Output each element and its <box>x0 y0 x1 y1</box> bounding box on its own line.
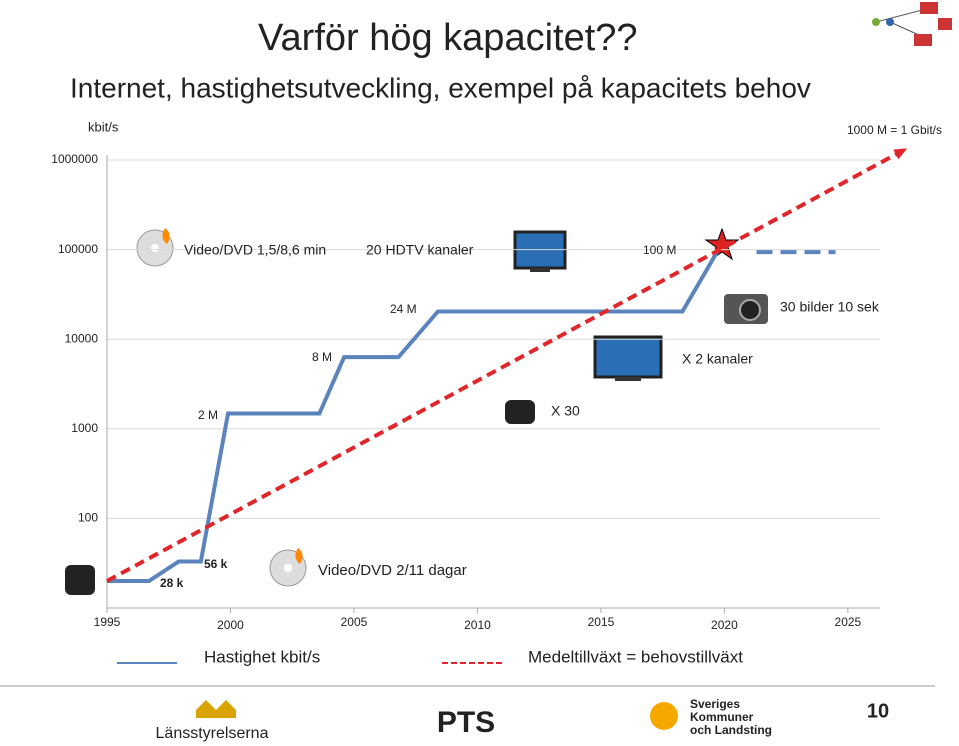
logo-text: Sveriges <box>690 697 740 711</box>
annotation: 56 k <box>204 557 228 571</box>
series-line <box>107 251 719 584</box>
logo-text: Länsstyrelserna <box>156 725 269 742</box>
annotation: 30 bilder 10 sek <box>780 299 880 315</box>
x-tick-label: 1995 <box>94 615 121 629</box>
x-tick-label: 2010 <box>464 618 491 632</box>
annotation: Video/DVD 1,5/8,6 min <box>184 242 326 258</box>
annotation: 100 M <box>643 243 676 257</box>
x-tick-label: 2025 <box>835 615 862 629</box>
y-tick-label: 100 <box>78 511 98 525</box>
slide-title: Varför hög kapacitet?? <box>258 17 638 59</box>
x-tick-label: 2015 <box>588 615 615 629</box>
annotation: 1000 M = 1 Gbit/s <box>847 123 942 137</box>
y-tick-label: 10000 <box>65 331 99 345</box>
arrow-head <box>893 148 908 160</box>
annotation: 28 k <box>160 576 184 590</box>
logo-text: PTS <box>437 706 495 739</box>
y-tick-label: 1000 <box>71 421 98 435</box>
x-tick-label: 2005 <box>341 615 368 629</box>
chart-title: Internet, hastighetsutveckling, exempel … <box>70 72 811 103</box>
legend-label: Hastighet kbit/s <box>204 647 320 666</box>
y-tick-label: 100000 <box>58 242 98 256</box>
icons <box>65 227 768 595</box>
x-tick-label: 2000 <box>217 618 244 632</box>
logo-network <box>872 2 952 46</box>
footer: Länsstyrelserna PTS Sveriges Kommuner oc… <box>0 685 935 742</box>
y-tick-label: 1000000 <box>51 152 98 166</box>
logo-text: Kommuner <box>690 710 754 724</box>
annotation: X 30 <box>551 403 580 419</box>
annotation: 8 M <box>312 350 332 364</box>
annotation: X 2 kanaler <box>682 351 753 367</box>
page-number: 10 <box>867 700 889 722</box>
y-axis-label: kbit/s <box>88 119 119 134</box>
series-line <box>106 146 909 583</box>
annotation: 20 HDTV kanaler <box>366 242 474 258</box>
annotation: 24 M <box>390 302 417 316</box>
annotation: Video/DVD 2/11 dagar <box>318 562 467 579</box>
logo-text: och Landsting <box>690 723 772 737</box>
x-tick-label: 2020 <box>711 618 738 632</box>
legend-label: Medeltillväxt = behovstillväxt <box>528 647 743 666</box>
annotation: 2 M <box>198 408 218 422</box>
